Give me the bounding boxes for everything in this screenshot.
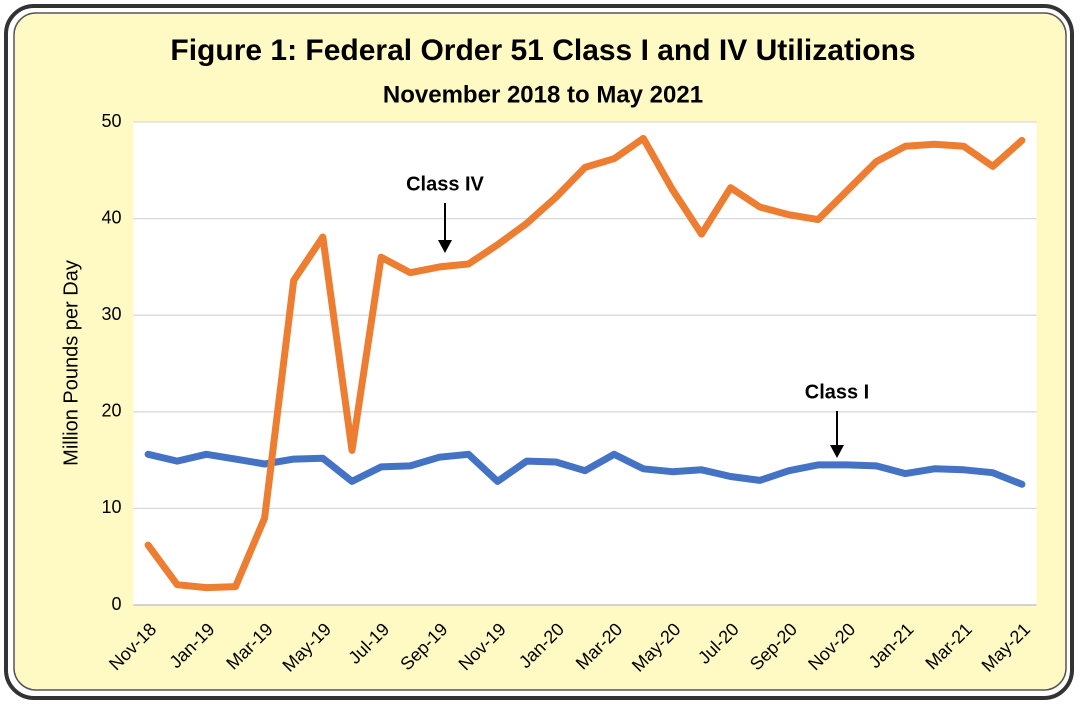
y-tick-label: 10: [101, 497, 121, 517]
annotation: Class I: [805, 381, 869, 403]
annotation-arrowhead: [830, 445, 844, 458]
y-tick-label: 50: [101, 111, 121, 131]
chart-title: Figure 1: Federal Order 51 Class I and I…: [170, 34, 915, 67]
y-tick-label: 40: [101, 207, 121, 227]
y-tick-label: 30: [101, 304, 121, 324]
y-tick-label: 20: [101, 401, 121, 421]
y-tick-label: 0: [111, 594, 121, 614]
annotation-arrowhead: [438, 240, 452, 253]
series-line: [144, 450, 1026, 488]
annotation: Class IV: [406, 173, 484, 195]
plot-area: [133, 122, 1037, 605]
chart-subtitle: November 2018 to May 2021: [383, 81, 703, 108]
y-axis-title: Million Pounds per Day: [60, 260, 82, 466]
series-line: [144, 134, 1026, 592]
